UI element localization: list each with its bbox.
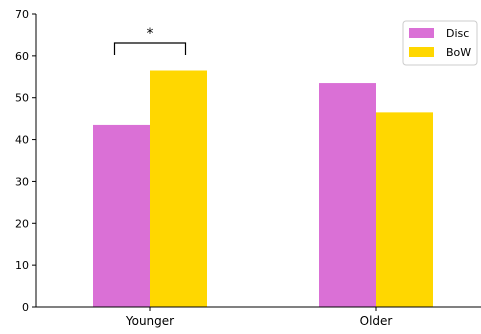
legend: Disc BoW	[402, 20, 478, 66]
bars-layer	[93, 70, 433, 308]
y-tick-label: 40	[15, 134, 29, 147]
y-tick-label: 20	[15, 217, 29, 230]
x-tick-label: Older	[360, 314, 393, 328]
axes-layer: 0 10 20 30 40 50 60 70 Younger Older	[15, 8, 481, 328]
bar-bow-older	[376, 112, 433, 307]
y-tick-label: 10	[15, 259, 29, 272]
significance-star: *	[147, 26, 154, 42]
significance-bracket	[113, 42, 187, 55]
bar-disc-older	[319, 83, 376, 307]
legend-label-bow: BoW	[446, 46, 471, 59]
bar-disc-younger	[93, 124, 150, 308]
y-tick-label: 0	[22, 301, 29, 314]
y-tick-label: 50	[15, 92, 29, 105]
legend-label-disc: Disc	[446, 27, 469, 40]
annotation-layer: *	[113, 26, 187, 55]
x-tick-label: Younger	[125, 314, 174, 328]
y-tick-label: 70	[15, 8, 29, 21]
y-tick-label: 60	[15, 50, 29, 63]
y-tick-label: 30	[15, 175, 29, 188]
bar-bow-younger	[150, 70, 207, 307]
legend-swatch-disc	[409, 28, 434, 38]
legend-swatch-bow	[409, 47, 434, 57]
